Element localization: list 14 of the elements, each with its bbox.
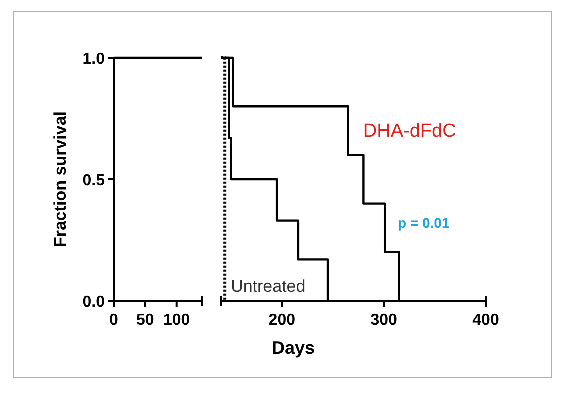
y-tick-label: 0.5 bbox=[82, 172, 106, 190]
y-tick-label: 0.0 bbox=[82, 294, 106, 311]
x-tick-label: 50 bbox=[136, 312, 154, 329]
x-tick-label: 200 bbox=[268, 312, 296, 329]
x-tick-label: 400 bbox=[472, 312, 500, 329]
y-axis-title: Fraction survival bbox=[51, 111, 70, 248]
annotation: p = 0.01 bbox=[398, 215, 450, 231]
x-tick-label: 100 bbox=[164, 312, 190, 329]
y-tick-label: 1.0 bbox=[82, 51, 106, 68]
x-axis-title: Days bbox=[272, 338, 316, 358]
x-tick-label: 300 bbox=[370, 312, 398, 329]
series-label: DHA-dFdC bbox=[363, 120, 456, 142]
series-label: Untreated bbox=[231, 277, 306, 296]
x-tick-label: 0 bbox=[110, 312, 119, 329]
